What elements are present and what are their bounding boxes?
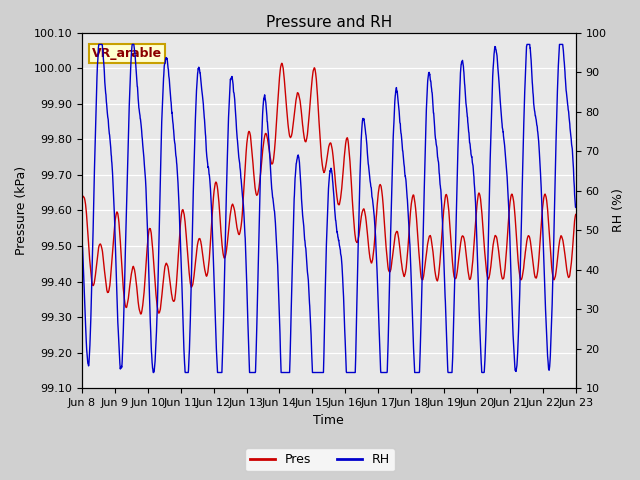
Pres [472, 211, 480, 217]
RH [542, 323, 550, 328]
Pres [343, 135, 351, 141]
RH [572, 204, 580, 210]
RH [354, 262, 362, 267]
Pres [572, 212, 580, 217]
Legend: Pres, RH: Pres, RH [245, 448, 395, 471]
Pres [278, 60, 285, 66]
RH [472, 218, 480, 224]
Pres [529, 256, 536, 262]
Pres [137, 311, 145, 317]
RH [343, 370, 351, 375]
X-axis label: Time: Time [314, 414, 344, 427]
RH [216, 370, 224, 375]
Y-axis label: RH (%): RH (%) [612, 189, 625, 232]
Pres [542, 195, 550, 201]
RH [78, 239, 86, 245]
Line: Pres: Pres [82, 63, 576, 314]
RH [149, 370, 157, 375]
Pres [78, 193, 86, 199]
Line: RH: RH [82, 45, 576, 372]
Text: VR_arable: VR_arable [92, 47, 162, 60]
Pres [216, 212, 223, 217]
Y-axis label: Pressure (kPa): Pressure (kPa) [15, 166, 28, 255]
Pres [354, 238, 362, 244]
Title: Pressure and RH: Pressure and RH [266, 15, 392, 30]
RH [529, 82, 536, 88]
RH [95, 42, 102, 48]
